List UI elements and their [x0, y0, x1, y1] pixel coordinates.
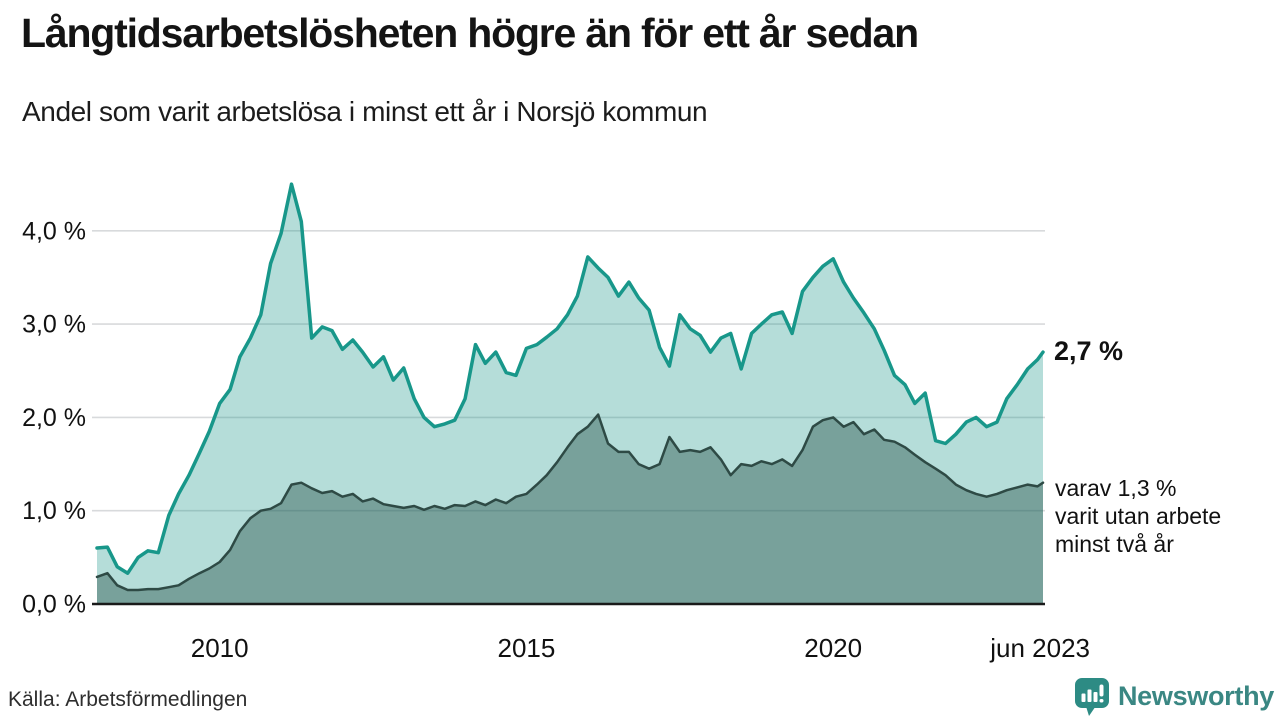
two-year-note-line2: varit utan arbete: [1055, 503, 1222, 529]
two-year-note-line1: varav 1,3 %: [1055, 475, 1177, 501]
x-tick-label: jun 2023: [989, 633, 1090, 663]
page-subtitle: Andel som varit arbetslösa i minst ett å…: [22, 96, 708, 127]
y-tick-label: 1,0 %: [22, 497, 86, 525]
newsworthy-chart-bubble-icon: [1073, 676, 1111, 717]
y-tick-label: 2,0 %: [22, 404, 86, 432]
two-year-note: varav 1,3 % varit utan arbete minst två …: [1055, 474, 1221, 558]
y-tick-label: 0,0 %: [22, 591, 86, 619]
source-attribution: Källa: Arbetsförmedlingen: [8, 688, 248, 711]
area-series-1: [97, 414, 1043, 604]
page-title: Långtidsarbetslösheten högre än för ett …: [21, 10, 919, 56]
y-tick-label: 4,0 %: [22, 217, 86, 245]
two-year-note-line3: minst två år: [1055, 531, 1174, 557]
line-series-1: [95, 413, 1045, 592]
x-tick-label: 2010: [191, 633, 249, 663]
newsworthy-logo: Newsworthy: [1073, 676, 1274, 717]
latest-value-label: 2,7 %: [1054, 336, 1124, 366]
newsworthy-wordmark: Newsworthy: [1117, 681, 1274, 711]
line-series-0: [95, 182, 1045, 575]
area-series-0: [97, 184, 1043, 604]
x-tick-label: 2015: [498, 633, 556, 663]
y-tick-label: 3,0 %: [22, 311, 86, 339]
x-tick-label: 2020: [804, 633, 862, 663]
